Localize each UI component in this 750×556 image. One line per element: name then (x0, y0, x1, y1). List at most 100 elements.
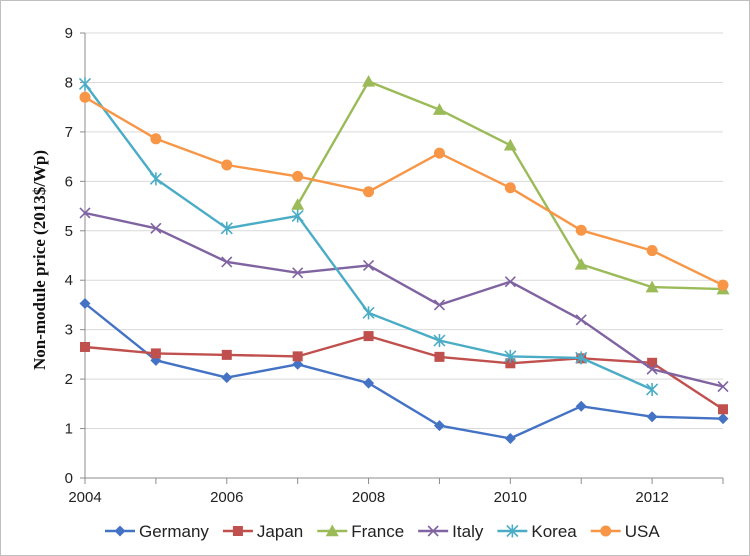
series-line-germany (84, 302, 724, 440)
data-point-germany (363, 377, 375, 389)
data-point-germany (292, 358, 304, 370)
data-point-korea (646, 382, 659, 396)
legend-label: France (351, 522, 404, 541)
legend-label: Korea (531, 522, 577, 541)
data-point-italy (504, 276, 516, 288)
data-point-japan (434, 351, 445, 362)
series-italy (79, 207, 729, 393)
series-line-italy (84, 211, 724, 388)
data-point-germany (221, 372, 233, 384)
data-point-usa (575, 224, 587, 236)
legend-item-japan: Japan (222, 522, 303, 541)
data-point-italy (575, 314, 587, 326)
legend-item-france: France (317, 522, 404, 541)
data-point-japan (647, 357, 658, 368)
data-point-france (291, 198, 305, 210)
data-point-germany (646, 411, 658, 423)
gridlines (85, 32, 723, 430)
data-point-italy (79, 207, 91, 219)
data-point-usa (292, 170, 304, 182)
x-tick-label: 2010 (494, 489, 527, 506)
legend-item-italy: Italy (418, 522, 484, 541)
data-point-germany (575, 400, 587, 412)
legend-swatch-marker (325, 524, 339, 537)
legend-item-usa: USA (590, 522, 661, 541)
data-point-korea (575, 351, 588, 365)
series-germany (79, 297, 729, 444)
data-point-usa (79, 91, 91, 103)
x-tick-label: 2006 (210, 489, 243, 506)
x-tick-label: 2004 (68, 489, 101, 506)
data-point-korea (504, 349, 517, 363)
data-point-germany (433, 420, 445, 432)
series-usa (79, 91, 729, 291)
series-group (78, 74, 730, 444)
y-tick-label: 1 (65, 421, 73, 438)
x-tick-label: 2012 (635, 489, 668, 506)
legend: Germany Japan France Italy Korea USA (105, 522, 660, 541)
data-point-japan (150, 348, 161, 359)
data-point-japan (80, 341, 90, 352)
legend-label: Italy (452, 522, 484, 541)
data-point-germany (504, 432, 516, 444)
legend-swatch-marker (600, 525, 612, 537)
data-point-japan (363, 331, 374, 342)
data-point-italy (292, 267, 304, 279)
data-point-france (432, 103, 446, 115)
data-point-usa (433, 147, 445, 159)
y-tick-label: 4 (65, 272, 73, 289)
y-axis-title: Non-module price (2013$/Wp) (30, 150, 49, 370)
data-point-korea (433, 334, 446, 348)
y-tick-label: 6 (65, 173, 73, 190)
legend-label: Germany (139, 522, 209, 541)
data-point-japan (505, 358, 516, 369)
data-point-usa (504, 182, 516, 194)
series-line-japan (84, 334, 724, 411)
data-point-usa (363, 186, 375, 198)
legend-label: Japan (257, 522, 303, 541)
legend-item-korea: Korea (497, 522, 577, 541)
data-point-italy (646, 363, 658, 375)
y-tick-label: 3 (65, 322, 73, 339)
data-point-france (574, 257, 588, 270)
series-line-korea (84, 83, 653, 391)
legend-swatch-marker (114, 525, 126, 537)
axes (80, 32, 724, 484)
y-tick-label: 5 (65, 223, 73, 240)
data-point-france (503, 138, 517, 151)
data-point-germany (717, 413, 729, 425)
legend-label: USA (625, 522, 661, 541)
data-point-usa (717, 279, 729, 291)
legend-swatch-marker (232, 526, 243, 536)
data-point-italy (433, 299, 446, 311)
data-point-japan (221, 349, 232, 360)
data-point-italy (150, 222, 162, 234)
data-point-italy (362, 259, 375, 271)
data-point-japan (292, 351, 303, 362)
legend-swatch-marker (506, 524, 519, 538)
data-point-germany (79, 297, 91, 309)
y-tick-label: 9 (65, 25, 73, 42)
series-japan (80, 331, 728, 415)
data-point-korea (362, 306, 375, 320)
data-point-france (362, 74, 376, 87)
data-point-korea (149, 172, 162, 186)
data-point-korea (78, 77, 92, 91)
data-point-italy (221, 256, 233, 268)
y-tick-label: 0 (65, 470, 73, 487)
data-point-korea (220, 221, 233, 235)
data-point-korea (291, 209, 304, 223)
data-point-usa (221, 159, 233, 171)
data-point-usa (646, 245, 658, 257)
data-point-italy (717, 380, 729, 393)
data-point-usa (150, 133, 162, 145)
x-tick-label: 2008 (352, 489, 385, 506)
legend-item-germany: Germany (105, 522, 209, 541)
series-korea (78, 77, 659, 396)
y-tick-label: 7 (65, 124, 73, 141)
y-tick-label: 8 (65, 74, 73, 91)
series-line-usa (84, 96, 724, 287)
tick-labels: 0 1 2 3 4 5 6 7 8 9 2004 2006 2008 2010 2012 (65, 25, 669, 506)
y-tick-label: 2 (65, 371, 73, 388)
